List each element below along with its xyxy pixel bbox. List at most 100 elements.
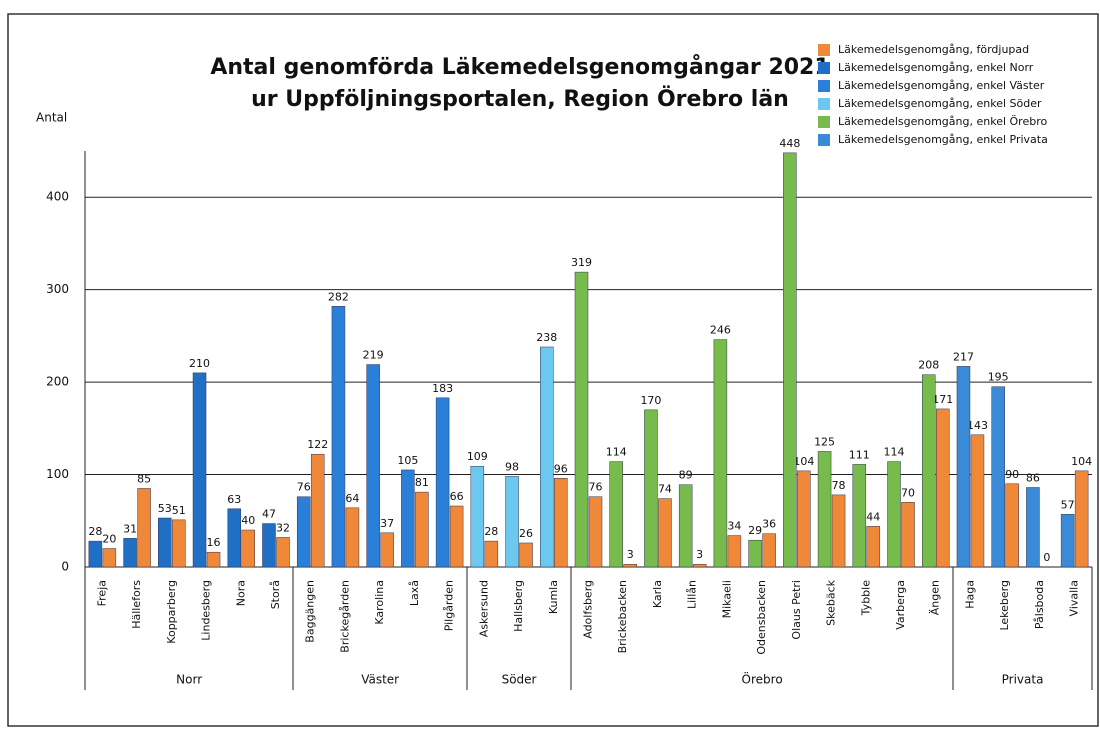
data-label: 76 [589, 481, 603, 494]
bar [241, 529, 256, 568]
x-tick-label: Vivalla [1068, 580, 1081, 616]
bar [783, 152, 797, 568]
bar [192, 372, 207, 568]
data-label: 37 [380, 517, 394, 530]
x-tick-label: Brickebacken [616, 580, 629, 653]
data-label: 66 [450, 490, 464, 503]
x-tick-label: Karolina [373, 580, 386, 625]
group-label: Norr [176, 673, 202, 687]
data-label: 31 [123, 522, 137, 535]
data-label: 105 [397, 454, 418, 467]
data-label: 28 [88, 525, 102, 538]
legend-label: Läkemedelsgenomgång, enkel Väster [838, 79, 1045, 92]
data-label: 70 [901, 486, 915, 499]
data-label: 122 [307, 438, 328, 451]
data-label: 20 [102, 533, 116, 546]
x-tick-label: Karla [651, 580, 664, 608]
data-label: 246 [710, 324, 731, 337]
bar [262, 523, 276, 568]
x-tick-label: Hällefors [130, 580, 143, 629]
bar [970, 434, 985, 568]
x-tick-label: Laxå [408, 580, 421, 606]
bar [901, 502, 915, 568]
legend-label: Läkemedelsgenomgång, enkel Norr [838, 61, 1034, 74]
y-tick-label: 100 [46, 467, 69, 481]
x-tick-label: Baggängen [304, 580, 317, 643]
data-label: 89 [679, 469, 693, 482]
bar [435, 397, 450, 568]
x-tick-label: Kopparberg [165, 580, 178, 644]
data-label: 76 [297, 481, 311, 494]
bar [866, 526, 881, 568]
bar [401, 469, 415, 568]
x-tick-label: Hallsberg [512, 580, 525, 632]
data-label: 74 [658, 483, 672, 496]
x-tick-label: Adolfsberg [582, 580, 595, 639]
bar [102, 548, 117, 568]
bar [366, 364, 380, 568]
x-tick-label: Brickegården [338, 580, 351, 653]
data-label: 29 [748, 524, 762, 537]
bar [935, 408, 950, 568]
y-tick-label: 0 [61, 560, 69, 574]
x-tick-label: Lillån [686, 580, 699, 609]
bar [921, 374, 936, 568]
bar [797, 470, 811, 568]
y-axis-label: Antal [36, 111, 67, 125]
data-label: 78 [832, 479, 846, 492]
data-label: 64 [345, 492, 359, 505]
data-label: 143 [967, 419, 988, 432]
bar [956, 366, 971, 568]
bar [449, 505, 464, 568]
legend-swatch [818, 44, 830, 56]
legend-label: Läkemedelsgenomgång, fördjupad [838, 43, 1029, 56]
bar [505, 476, 519, 568]
data-label: 26 [519, 527, 533, 540]
data-label: 109 [467, 450, 488, 463]
bar [123, 538, 137, 568]
data-label: 0 [1043, 551, 1050, 564]
data-label: 51 [172, 504, 186, 517]
group-label: Väster [361, 673, 399, 687]
bar [574, 271, 589, 568]
data-label: 125 [814, 435, 835, 448]
data-label: 57 [1061, 498, 1075, 511]
bar [678, 484, 693, 568]
data-label: 111 [849, 448, 870, 461]
x-tick-label: Pilgården [443, 580, 456, 631]
bar [1060, 514, 1075, 568]
bar [296, 496, 311, 568]
bar [623, 563, 637, 568]
bar [206, 551, 221, 568]
x-tick-label: Askersund [477, 580, 490, 637]
data-label: 448 [779, 137, 800, 150]
x-tick-label: Kumla [547, 580, 560, 614]
data-label: 3 [696, 548, 703, 561]
legend-label: Läkemedelsgenomgång, enkel Örebro [838, 115, 1047, 128]
data-label: 28 [484, 525, 498, 538]
x-tick-label: Varberga [894, 580, 907, 630]
bar [762, 533, 776, 568]
data-label: 104 [1071, 455, 1092, 468]
x-tick-label: Lindesberg [200, 580, 213, 641]
bar [588, 496, 603, 568]
legend-swatch [818, 80, 830, 92]
x-tick-label: Odensbacken [755, 580, 768, 655]
x-tick-label: Haga [963, 580, 976, 609]
x-tick-label: Olaus Petri [790, 580, 803, 640]
data-label: 208 [918, 359, 939, 372]
legend-swatch [818, 98, 830, 110]
data-label: 170 [640, 394, 661, 407]
bar [158, 517, 172, 568]
x-tick-label: Ängen [929, 580, 942, 615]
data-label: 81 [415, 476, 429, 489]
data-label: 183 [432, 382, 453, 395]
y-tick-label: 200 [46, 375, 69, 389]
y-tick-label: 300 [46, 282, 69, 296]
bar [276, 537, 290, 568]
chart-title: Antal genomförda Läkemedelsgenomgångar 2… [210, 54, 829, 80]
data-label: 86 [1026, 471, 1040, 484]
bar [991, 386, 1005, 568]
data-label: 219 [363, 349, 384, 362]
